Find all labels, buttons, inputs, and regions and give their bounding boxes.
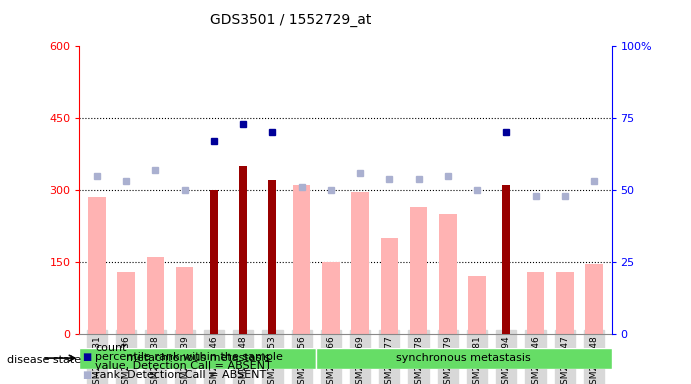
Text: metachronous metastasis: metachronous metastasis (126, 353, 269, 363)
Bar (410, 207, 427, 334)
Bar (176, 267, 193, 334)
Bar (79, 348, 316, 369)
Text: disease state: disease state (7, 355, 81, 365)
Bar (239, 166, 247, 334)
Bar (502, 185, 510, 334)
Bar (269, 180, 276, 334)
Text: percentile rank within the sample: percentile rank within the sample (95, 352, 283, 362)
Text: synchronous metastasis: synchronous metastasis (397, 353, 531, 363)
Bar (381, 238, 398, 334)
Bar (527, 272, 545, 334)
Bar (146, 257, 164, 334)
Text: ■: ■ (82, 352, 92, 362)
Bar (210, 190, 218, 334)
Text: rank, Detection Call = ABSENT: rank, Detection Call = ABSENT (95, 370, 267, 380)
Bar (556, 272, 574, 334)
Bar (117, 272, 135, 334)
Bar (316, 348, 612, 369)
Bar (439, 214, 457, 334)
Bar (293, 185, 310, 334)
Bar (351, 192, 369, 334)
Bar (585, 265, 603, 334)
Text: value, Detection Call = ABSENT: value, Detection Call = ABSENT (95, 361, 272, 371)
Bar (468, 276, 486, 334)
Bar (322, 262, 340, 334)
Text: ■: ■ (82, 370, 92, 380)
Text: GDS3501 / 1552729_at: GDS3501 / 1552729_at (209, 13, 371, 27)
Bar (88, 197, 106, 334)
Text: count: count (95, 343, 127, 353)
